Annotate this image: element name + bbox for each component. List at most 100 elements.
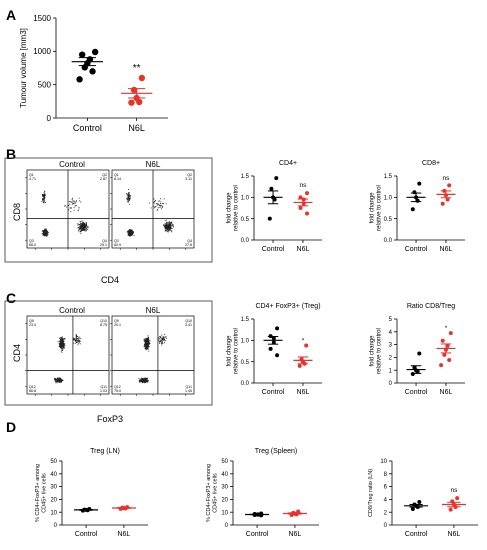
event-dot	[58, 379, 60, 381]
quadrant-value: 75.0	[114, 389, 121, 393]
event-dot	[172, 225, 174, 227]
event-dot	[162, 224, 164, 226]
y-tick-label: 3	[389, 343, 393, 349]
event-dot	[79, 336, 81, 338]
data-point	[455, 496, 460, 501]
event-dot	[170, 229, 172, 231]
x-tick-label: N6L	[447, 531, 460, 538]
event-dot	[166, 228, 168, 229]
event-dot	[143, 378, 145, 380]
event-dot	[129, 234, 131, 236]
event-dot	[45, 202, 47, 203]
event-dot	[80, 222, 82, 224]
event-dot	[128, 195, 129, 196]
event-dot	[60, 339, 61, 340]
event-dot	[128, 234, 129, 236]
event-dot	[127, 233, 129, 235]
event-dot	[76, 339, 78, 341]
event-dot	[169, 228, 171, 230]
event-dot	[78, 340, 80, 342]
data-point	[440, 201, 445, 206]
event-dot	[143, 340, 145, 342]
event-dot	[158, 200, 160, 202]
event-dot	[63, 347, 65, 349]
event-dot	[73, 337, 75, 339]
data-point	[297, 363, 302, 368]
event-dot	[63, 345, 65, 347]
event-dot	[57, 379, 59, 381]
event-dot	[169, 224, 171, 226]
event-dot	[147, 345, 149, 347]
event-dot	[145, 347, 147, 349]
dot-plot-a: 0 500 1000 1500 Control N6L Tumour volume [mm3…	[19, 14, 168, 133]
event-dot	[85, 226, 86, 228]
event-dot	[127, 193, 129, 195]
event-dot	[161, 334, 163, 336]
event-dot	[62, 341, 64, 343]
event-dot	[41, 195, 43, 197]
event-dot	[129, 199, 131, 200]
event-dot	[168, 223, 170, 225]
quadrant-name: Q9	[29, 319, 34, 323]
event-dot	[164, 224, 166, 226]
event-dot	[146, 343, 148, 345]
event-dot	[44, 232, 46, 234]
event-dot	[54, 378, 56, 380]
event-dot	[60, 379, 62, 381]
event-dot	[127, 198, 129, 200]
event-dot	[167, 231, 169, 233]
event-dot	[79, 339, 81, 341]
quadrant-value: 3.11	[185, 177, 192, 181]
event-dot	[163, 337, 165, 339]
event-dot	[128, 233, 130, 235]
event-dot	[78, 342, 80, 344]
event-dot	[43, 199, 45, 200]
event-dot	[78, 229, 80, 231]
event-dot	[63, 339, 65, 341]
event-dot	[161, 205, 163, 207]
event-dot	[45, 231, 47, 233]
event-dot	[170, 227, 172, 229]
event-dot	[60, 378, 62, 380]
event-dot	[146, 338, 148, 340]
data-point	[410, 372, 415, 377]
event-dot	[141, 380, 143, 381]
event-dot	[127, 230, 129, 232]
event-dot	[79, 200, 81, 202]
event-dot	[56, 381, 58, 383]
event-dot	[60, 345, 62, 347]
event-dot	[55, 382, 57, 384]
event-dot	[144, 348, 146, 350]
event-dot	[147, 336, 149, 338]
quadrant-value: 2.87	[100, 177, 107, 181]
event-dot	[158, 201, 160, 202]
event-dot	[61, 350, 63, 352]
event-dot	[156, 209, 158, 211]
event-dot	[126, 193, 127, 195]
event-dot	[165, 225, 167, 227]
event-dot	[78, 207, 80, 209]
event-dot	[145, 381, 147, 383]
event-dot	[62, 342, 64, 344]
event-dot	[159, 336, 161, 338]
event-dot	[143, 345, 145, 347]
event-dot	[42, 199, 43, 200]
event-dot	[158, 337, 160, 339]
event-dot	[168, 229, 170, 231]
significance-label: **	[133, 63, 141, 74]
event-dot	[158, 203, 160, 205]
quadrant-value: 20.1	[114, 323, 121, 327]
event-dot	[148, 341, 149, 343]
event-dot	[63, 338, 65, 340]
event-dot	[79, 224, 81, 225]
event-dot	[61, 379, 63, 381]
event-dot	[133, 231, 135, 233]
quadrant-value: 25.1	[100, 243, 107, 247]
y-tick-label: 40	[50, 472, 57, 478]
x-tick-label: Control	[262, 246, 285, 253]
event-dot	[62, 342, 64, 344]
y-axis-label: fold changerelative to control	[370, 328, 383, 374]
event-dot	[156, 202, 158, 204]
